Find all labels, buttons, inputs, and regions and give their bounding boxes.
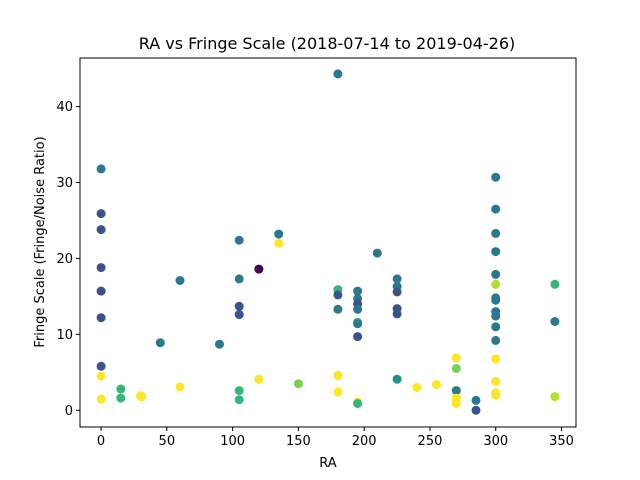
chart-title: RA vs Fringe Scale (2018-07-14 to 2019-0…: [139, 34, 516, 53]
data-point: [234, 301, 244, 311]
data-point: [96, 371, 106, 381]
data-point: [491, 335, 501, 345]
data-point: [333, 370, 343, 380]
data-point: [451, 353, 461, 363]
data-point: [550, 279, 560, 289]
data-point: [491, 269, 501, 279]
y-axis-label: Fringe Scale (Fringe/Noise Ratio): [33, 136, 48, 347]
data-point: [412, 383, 422, 392]
x-axis-label: RA: [319, 456, 337, 471]
data-point: [96, 286, 106, 296]
y-tick-label: 30: [56, 176, 73, 191]
data-point: [96, 209, 106, 219]
data-point: [96, 164, 106, 174]
data-point: [372, 248, 382, 258]
data-point: [333, 69, 343, 79]
data-point: [234, 274, 244, 284]
x-tick-label: 100: [220, 434, 245, 449]
data-point: [491, 354, 501, 364]
scatter-points: [96, 69, 560, 415]
x-tick-label: 200: [352, 434, 377, 449]
data-point: [274, 238, 284, 248]
data-point: [491, 279, 501, 289]
x-tick-label: 0: [97, 434, 105, 449]
data-point: [96, 313, 106, 323]
data-point: [234, 310, 244, 320]
data-point: [96, 361, 106, 371]
data-point: [274, 229, 284, 239]
x-tick-label: 150: [286, 434, 311, 449]
data-point: [175, 276, 185, 285]
data-point: [491, 322, 501, 332]
data-point: [353, 332, 363, 342]
data-point: [491, 390, 501, 400]
data-point: [491, 172, 501, 182]
data-point: [432, 380, 441, 389]
data-point: [254, 374, 264, 384]
data-point: [392, 287, 402, 297]
data-point: [293, 379, 303, 389]
data-point: [353, 399, 363, 408]
data-point: [333, 387, 343, 397]
plot-area-frame: [79, 57, 577, 428]
data-point: [333, 304, 343, 314]
y-tick-label: 10: [56, 328, 73, 343]
data-point: [471, 405, 481, 415]
x-tick-label: 250: [418, 434, 443, 449]
data-point: [491, 204, 501, 214]
data-point: [392, 309, 402, 319]
x-tick-label: 300: [483, 434, 508, 449]
y-axis-ticks: 0 10 20 30 40: [56, 100, 80, 419]
data-point: [234, 386, 244, 396]
data-point: [491, 376, 501, 386]
data-point: [392, 374, 402, 384]
data-point: [353, 304, 363, 314]
data-point: [491, 247, 501, 257]
data-point: [116, 384, 126, 394]
y-tick-label: 0: [65, 404, 73, 419]
data-point: [234, 235, 244, 245]
data-point: [96, 394, 106, 404]
data-point: [96, 263, 106, 273]
y-tick-label: 40: [56, 100, 73, 115]
data-point: [137, 392, 147, 402]
y-tick-label: 20: [56, 252, 73, 267]
data-point: [254, 264, 264, 274]
x-tick-label: 350: [549, 434, 574, 449]
data-point: [234, 395, 244, 405]
data-point: [353, 319, 363, 329]
x-tick-label: 50: [159, 434, 176, 449]
data-point: [471, 395, 481, 405]
data-point: [491, 295, 501, 305]
data-point: [96, 225, 106, 235]
data-point: [550, 317, 560, 326]
data-point: [353, 286, 363, 296]
data-point: [491, 228, 501, 238]
data-point: [155, 338, 165, 348]
data-point: [215, 339, 224, 349]
data-point: [491, 311, 501, 321]
data-point: [451, 364, 461, 373]
data-point: [550, 392, 560, 402]
x-axis-ticks: 0 50 100 150 200 250 300 350: [97, 427, 574, 449]
data-point: [451, 386, 461, 396]
data-point: [333, 290, 343, 300]
data-point: [116, 393, 126, 403]
data-point: [175, 382, 185, 392]
data-point: [392, 274, 402, 284]
data-point: [451, 399, 461, 408]
